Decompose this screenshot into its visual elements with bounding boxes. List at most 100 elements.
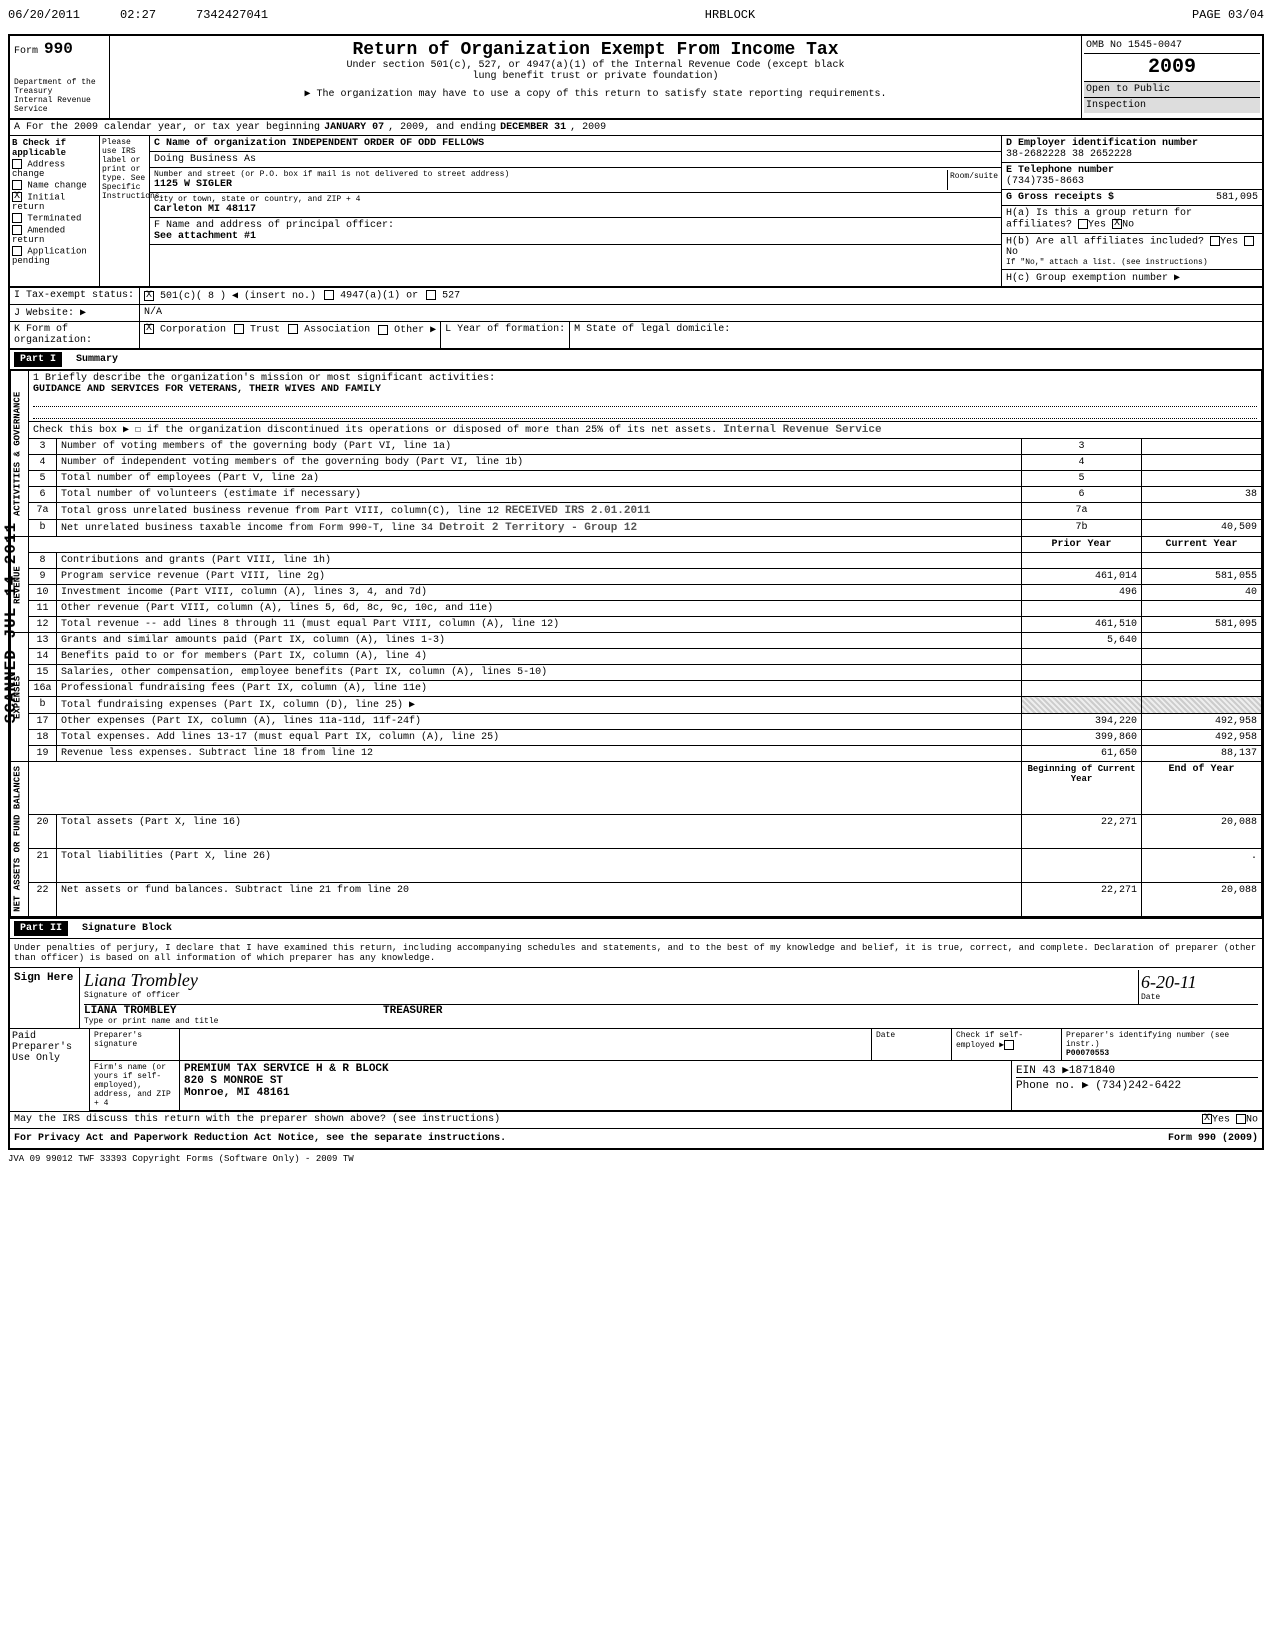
irs-watermark: Internal Revenue Service	[723, 424, 881, 436]
city-label: City or town, state or country, and ZIP …	[154, 195, 997, 204]
officer-signature: Liana Trombley	[84, 970, 1138, 991]
m-state-domicile: M State of legal domicile:	[569, 322, 734, 348]
ha-no: No	[1122, 220, 1134, 231]
row-14-text: Benefits paid to or for members (Part IX…	[57, 649, 1022, 665]
firm-phone: (734)242-6422	[1095, 1080, 1181, 1092]
row-16b-text: Total fundraising expenses (Part IX, col…	[57, 697, 1022, 714]
row-21-begin	[1022, 849, 1142, 883]
perjury-statement: Under penalties of perjury, I declare th…	[10, 939, 1262, 968]
chk-amended[interactable]	[12, 225, 22, 235]
501c-checkbox[interactable]: X	[144, 291, 154, 301]
printed-label: Type or print name and title	[84, 1017, 1258, 1026]
row-21-end: .	[1142, 849, 1262, 883]
form-label: Form	[14, 46, 38, 57]
row-19-text: Revenue less expenses. Subtract line 18 …	[57, 746, 1022, 762]
row-9-text: Program service revenue (Part VIII, line…	[57, 569, 1022, 585]
row-16a-text: Professional fundraising fees (Part IX, …	[57, 681, 1022, 697]
row-13-text: Grants and similar amounts paid (Part IX…	[57, 633, 1022, 649]
4947-opt: 4947(a)(1) or	[340, 291, 418, 302]
row-16a-current	[1142, 681, 1262, 697]
hb-yes-checkbox[interactable]	[1210, 236, 1220, 246]
detroit-watermark: Detroit 2 Territory - Group 12	[439, 522, 637, 534]
discuss-yes-checkbox[interactable]: X	[1202, 1114, 1212, 1124]
row-12-current: 581,095	[1142, 617, 1262, 633]
side-expenses: EXPENSES	[11, 633, 29, 762]
discuss-no-checkbox[interactable]	[1236, 1114, 1246, 1124]
row-6-val: 38	[1142, 487, 1262, 503]
form-number: 990	[44, 40, 73, 58]
row-13-prior: 5,640	[1022, 633, 1142, 649]
fax-date: 06/20/2011	[8, 8, 80, 22]
chk-app-pending[interactable]	[12, 246, 22, 256]
row-20-text: Total assets (Part X, line 16)	[57, 815, 1022, 849]
row-12-text: Total revenue -- add lines 8 through 11 …	[57, 617, 1022, 633]
jva-footer: JVA 09 99012 TWF 33393 Copyright Forms (…	[8, 1154, 1264, 1164]
chk-name-change[interactable]	[12, 180, 22, 190]
chk-app-pending-label: Application pending	[12, 246, 87, 266]
prep-ptin-label: Preparer's identifying number (see instr…	[1066, 1031, 1258, 1049]
firm-addr-1: 820 S MONROE ST	[184, 1075, 1007, 1087]
sig-officer-label: Signature of officer	[84, 991, 1138, 1000]
row-20-begin: 22,271	[1022, 815, 1142, 849]
irs-label: Internal Revenue Service	[14, 96, 105, 114]
assoc-checkbox[interactable]	[288, 324, 298, 334]
row-7b-text: Net unrelated business taxable income fr…	[61, 523, 433, 534]
paid-preparer-label: Paid Preparer's Use Only	[10, 1029, 90, 1111]
form-990: Form 990 Department of the Treasury Inte…	[8, 34, 1264, 1150]
chk-address-change[interactable]	[12, 159, 22, 169]
open-public: Open to Public	[1084, 82, 1260, 98]
row-5-num: 5	[29, 471, 57, 487]
b-label: B Check if applicable	[12, 138, 97, 158]
row-4-val	[1142, 455, 1262, 471]
l-year-formation: L Year of formation:	[440, 322, 569, 348]
sig-date-label: Date	[1141, 993, 1256, 1002]
ha-no-checkbox[interactable]: X	[1112, 219, 1122, 229]
row-7b-num: b	[29, 520, 57, 537]
row-15-current	[1142, 665, 1262, 681]
city-state-zip: Carleton MI 48117	[154, 204, 997, 215]
row-7b-val: 40,509	[1142, 520, 1262, 537]
other-checkbox[interactable]	[378, 325, 388, 335]
row-12-num: 12	[29, 617, 57, 633]
row-17-text: Other expenses (Part IX, column (A), lin…	[57, 714, 1022, 730]
inspection-label: Inspection	[1084, 98, 1260, 113]
chk-initial-return[interactable]: X	[12, 192, 22, 202]
sign-here-label: Sign Here	[10, 968, 80, 1028]
firm-addr-2: Monroe, MI 48161	[184, 1087, 1007, 1099]
ha-yes-checkbox[interactable]	[1078, 219, 1088, 229]
row-22-num: 22	[29, 883, 57, 917]
c-label: C Name of organization	[154, 138, 286, 149]
4947-checkbox[interactable]	[324, 290, 334, 300]
corp-checkbox[interactable]: X	[144, 324, 154, 334]
row-15-num: 15	[29, 665, 57, 681]
org-name: INDEPENDENT ORDER OF ODD FELLOWS	[292, 138, 484, 149]
form-ref: Form 990 (2009)	[1168, 1133, 1258, 1144]
tax-year: 2009	[1084, 54, 1260, 82]
firm-phone-label: Phone no. ▶	[1016, 1080, 1089, 1092]
trust-checkbox[interactable]	[234, 324, 244, 334]
fax-page: PAGE 03/04	[1192, 8, 1264, 22]
row-10-current: 40	[1142, 585, 1262, 601]
527-checkbox[interactable]	[426, 290, 436, 300]
assoc-label: Association	[304, 325, 370, 336]
row-18-current: 492,958	[1142, 730, 1262, 746]
row-5-text: Total number of employees (Part V, line …	[57, 471, 1022, 487]
discuss-yes: Yes	[1212, 1115, 1230, 1126]
subtitle-2: lung benefit trust or private foundation…	[114, 71, 1077, 82]
discuss-question: May the IRS discuss this return with the…	[14, 1114, 500, 1126]
row-4-num: 4	[29, 455, 57, 471]
fax-header: 06/20/2011 02:27 7342427041 HRBLOCK PAGE…	[8, 8, 1264, 22]
part-2-title: Signature Block	[82, 923, 172, 934]
row-8-num: 8	[29, 553, 57, 569]
fax-number: 7342427041	[196, 8, 268, 22]
row-14-prior	[1022, 649, 1142, 665]
firm-ein: 43 ▶1871840	[1042, 1065, 1115, 1077]
trust-label: Trust	[250, 325, 280, 336]
hb-no-checkbox[interactable]	[1244, 236, 1254, 246]
chk-terminated[interactable]	[12, 213, 22, 223]
prep-sig-label: Preparer's signature	[90, 1029, 180, 1060]
row-17-num: 17	[29, 714, 57, 730]
fax-sender: HRBLOCK	[308, 8, 1152, 22]
row-a-begin: JANUARY 07	[324, 122, 384, 133]
self-employed-checkbox[interactable]	[1004, 1040, 1014, 1050]
